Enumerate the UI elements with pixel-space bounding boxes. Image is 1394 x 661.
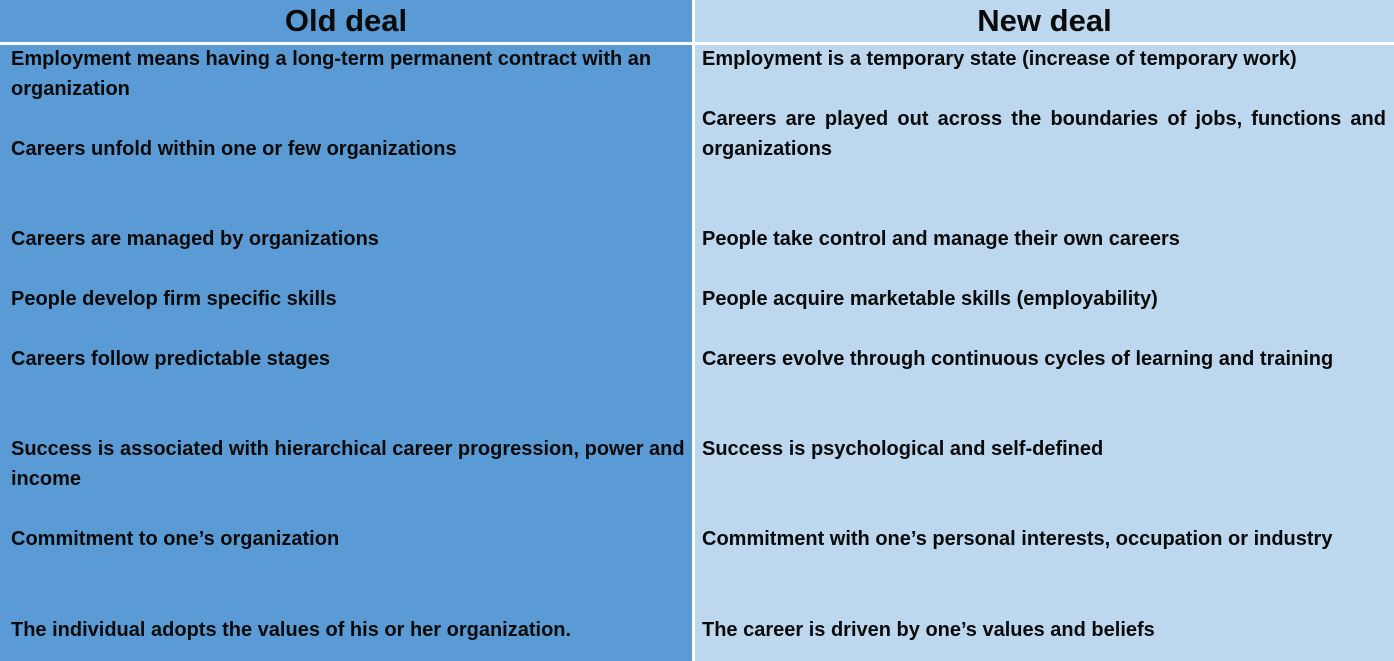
old-deal-item-values: The individual adopts the values of his … [11,619,572,641]
old-deal-item-employment: Employment means having a long-term perm… [11,48,652,100]
new-deal-item-success: Success is psychological and self-define… [702,438,1104,460]
old-deal-item-stages: Careers follow predictable stages [11,348,331,370]
old-deal-item-commitment: Commitment to one’s organization [11,528,340,550]
old-deal-item-success: Success is associated with hierarchical … [11,438,685,490]
header-divider [0,42,1394,45]
new-deal-column: New deal Employment is a temporary state… [695,0,1394,661]
new-deal-item-boundaries: Careers are played out across the bounda… [702,108,1386,160]
new-deal-item-skills: People acquire marketable skills (employ… [702,288,1158,310]
new-deal-item-commitment: Commitment with one’s personal interests… [702,528,1333,550]
old-deal-item-skills: People develop firm specific skills [11,288,337,310]
new-deal-item-employment: Employment is a temporary state (increas… [702,48,1297,70]
new-deal-item-values: The career is driven by one’s values and… [702,619,1155,641]
old-deal-header: Old deal [284,3,408,38]
new-deal-item-control: People take control and manage their own… [702,228,1180,250]
new-deal-header: New deal [977,3,1112,38]
column-divider [692,0,695,661]
new-deal-item-learning: Careers evolve through continuous cycles… [702,348,1334,370]
old-deal-item-careers-managed: Careers are managed by organizations [11,228,379,250]
old-deal-item-careers-unfold: Careers unfold within one or few organiz… [11,138,457,160]
old-deal-column: Old deal Employment means having a long-… [0,0,692,661]
